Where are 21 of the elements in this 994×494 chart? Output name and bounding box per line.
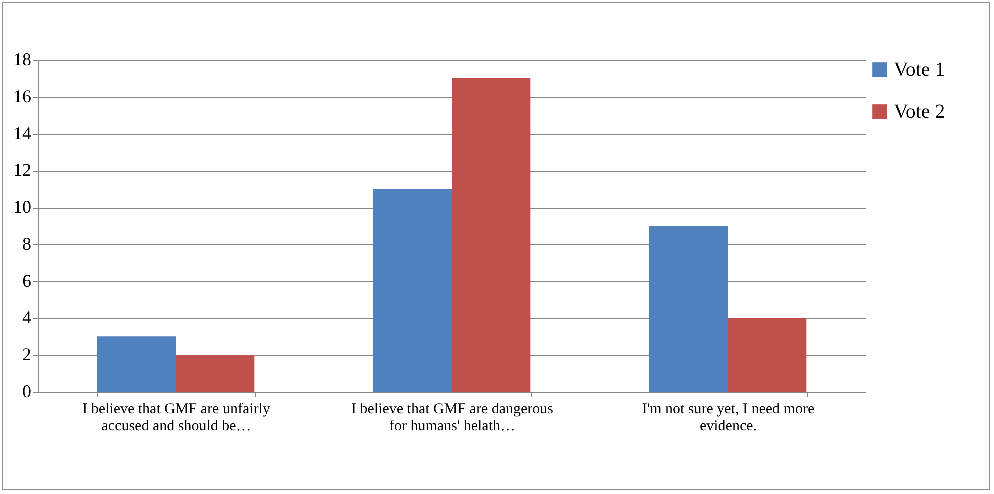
bar [373,189,452,392]
x-tick-label: I'm not sure yet, I need more evidence. [642,402,815,434]
bar [97,336,176,392]
y-tick-label: 12 [14,160,32,180]
legend-label: Vote 1 [894,59,946,81]
bar [176,355,255,392]
y-tick-label: 16 [14,86,32,106]
bar [452,78,531,392]
y-tick-label: 2 [22,344,32,365]
y-tick-label: 10 [14,197,32,218]
bar [649,226,728,392]
y-tick-label: 4 [22,308,32,328]
legend-label: Vote 2 [894,101,946,123]
y-tick-label: 6 [22,270,32,291]
y-tick-label: 18 [14,50,32,70]
x-tick-label: I believe that GMF are unfairly accused and should be… [82,402,271,434]
y-tick-label: 14 [14,123,32,144]
y-tick-label: 0 [22,382,32,402]
bar [728,318,807,392]
x-tick-label: I believe that GMF are dangerous for humans' helath… [351,402,554,434]
y-tick-label: 8 [22,234,32,254]
